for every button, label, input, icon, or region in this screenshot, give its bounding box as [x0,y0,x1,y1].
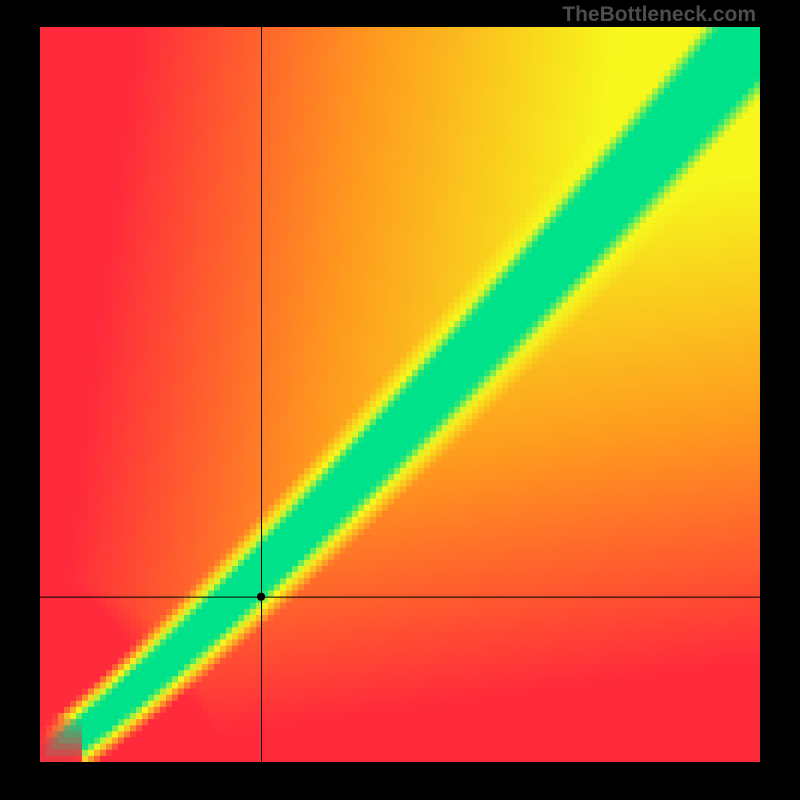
chart-container: TheBottleneck.com [0,0,800,800]
attribution-text: TheBottleneck.com [562,3,756,27]
heatmap-plot [40,27,760,762]
heatmap-canvas [40,27,760,762]
